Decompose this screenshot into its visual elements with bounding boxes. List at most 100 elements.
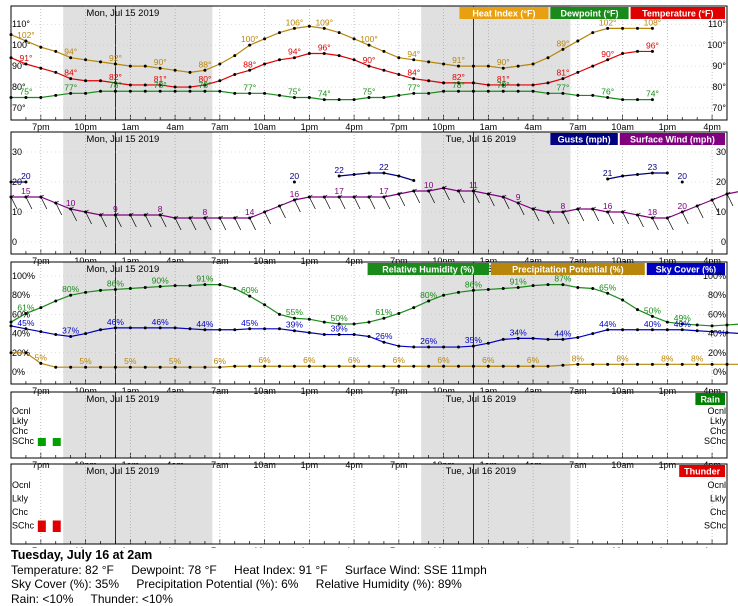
data-point (501, 364, 505, 368)
data-point (650, 98, 654, 102)
summary-precip-potential: Precipitation Potential (%): 6% (136, 577, 299, 591)
x-tick-label: 10pm (74, 546, 97, 548)
legend-box (491, 263, 645, 275)
data-point (606, 177, 610, 181)
data-point (99, 328, 102, 332)
data-point (337, 333, 341, 337)
wind-barb (622, 209, 629, 225)
data-label: 108° (644, 17, 662, 27)
data-label: 86% (107, 278, 124, 288)
data-label: 22 (334, 165, 344, 175)
data-label: 6% (437, 355, 450, 365)
legend-box (550, 7, 629, 19)
data-point (650, 314, 654, 318)
data-point (352, 173, 356, 176)
data-label: 78° (198, 80, 211, 90)
data-label: 20 (290, 171, 300, 181)
x-tick-label: 1am (122, 256, 140, 266)
data-label: 17 (334, 186, 344, 196)
data-point (39, 330, 43, 334)
wind-barb (443, 185, 450, 201)
data-label: 10 (66, 198, 76, 208)
x-tick-label: 7pm (32, 546, 50, 548)
legend-box (367, 263, 489, 275)
legend-box (679, 465, 725, 477)
data-point (457, 345, 460, 349)
x-tick-label: 7am (211, 546, 229, 548)
data-point (188, 327, 192, 331)
data-label: 8% (616, 353, 629, 363)
data-point (292, 329, 296, 333)
data-label: 77° (64, 82, 77, 92)
night-band (421, 262, 571, 384)
data-point (680, 322, 684, 326)
data-point (501, 286, 505, 290)
data-label: 46% (152, 317, 169, 327)
data-point (248, 364, 252, 368)
summary-rain: Rain: <10% (11, 591, 74, 606)
legend-label: Precipitation Potential (%) (512, 265, 624, 275)
legend-box (550, 133, 618, 145)
data-label: 91° (19, 53, 32, 63)
data-point (9, 324, 13, 328)
data-point (621, 52, 625, 56)
data-label: 90° (154, 57, 167, 67)
data-point (591, 332, 595, 336)
data-point (307, 24, 311, 28)
data-point (471, 364, 475, 368)
wind-barb (204, 215, 212, 231)
night-band (63, 262, 213, 384)
data-label: 20 (678, 201, 688, 211)
x-tick-label: 4pm (703, 546, 721, 548)
summary-row-1: Temperature: 82 °F Dewpoint: 78 °F Heat … (11, 563, 731, 578)
data-point (471, 81, 475, 85)
wind-barb (547, 209, 555, 225)
y-tick-label-right: SChc (704, 520, 727, 530)
data-point (203, 328, 207, 332)
data-point (636, 173, 639, 176)
data-point (367, 320, 371, 324)
data-point (576, 93, 580, 97)
data-point (665, 362, 669, 366)
wind-barb (294, 197, 301, 213)
wind-barb (398, 191, 406, 207)
data-point (621, 362, 625, 366)
x-tick-label: 1am (122, 546, 140, 548)
data-label: 14 (245, 207, 255, 217)
series-line (11, 187, 738, 219)
data-point (382, 316, 386, 320)
data-point (292, 96, 296, 100)
x-tick-label: 1pm (659, 256, 677, 266)
panel-temp: 7pm 10pm 1am 4am 7am 10am 1pm 4pm 7pm 10pm 1am 4am 7… (9, 0, 728, 132)
data-point (397, 311, 401, 315)
data-point (680, 180, 684, 184)
x-tick-label: 10am (611, 386, 634, 396)
data-point (337, 98, 341, 102)
wind-barb (696, 203, 704, 219)
data-label: 96° (646, 40, 659, 50)
data-label: 44% (599, 319, 616, 329)
data-point (471, 89, 475, 93)
data-point (69, 293, 73, 297)
data-point (322, 364, 326, 368)
wind-barb (338, 194, 346, 210)
legend-box (630, 7, 725, 19)
x-tick-label: 4pm (345, 546, 363, 548)
wind-barb (234, 215, 242, 231)
data-point (69, 334, 73, 338)
data-label: 45% (17, 318, 34, 328)
panel-thunder: 7pm 10pm 1am 4am 7am 10am 1pm 4pm 7pm 10pm 1am 4am 7… (10, 463, 728, 548)
data-label: 9 (113, 204, 118, 214)
series-precipitation-potential: 5% 5% 5% 5% 6% 6% 6% 6% 6% 6% 6% 6% 8% 8% 8% 8% (9, 351, 738, 369)
wind-barb (115, 212, 122, 228)
data-point (725, 323, 729, 327)
data-point (322, 26, 326, 30)
wind-barb (55, 200, 63, 216)
wind-barb (70, 206, 77, 222)
data-point (725, 362, 729, 366)
data-label: 78° (452, 80, 465, 90)
data-label: 49% (674, 313, 691, 323)
data-point (188, 89, 192, 93)
y-tick-label-right: Ocnl (707, 406, 726, 416)
data-label: 35% (465, 335, 482, 345)
